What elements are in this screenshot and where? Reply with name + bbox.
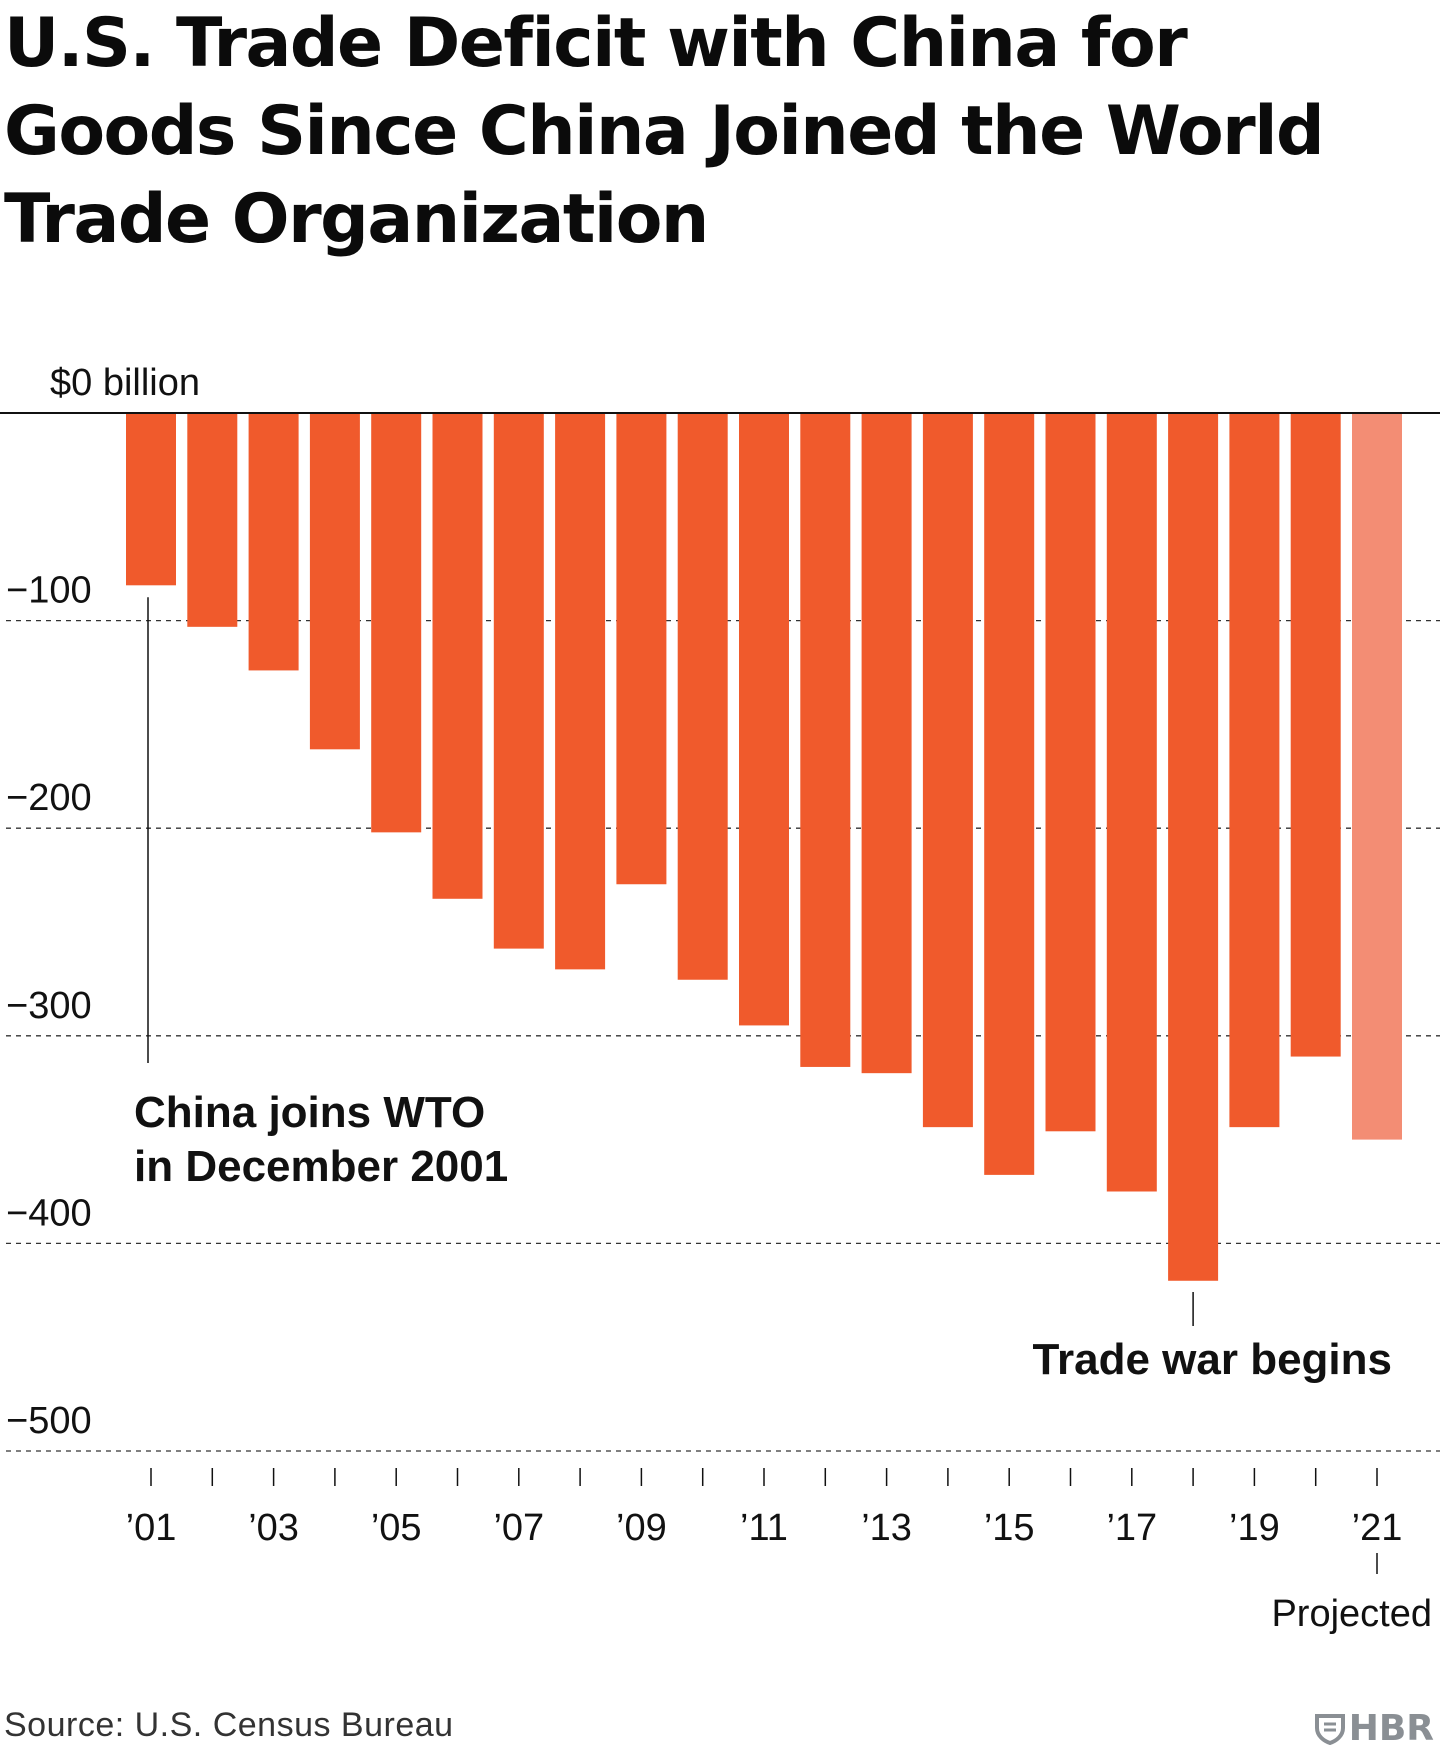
source-note: Source: U.S. Census Bureau [4,1706,454,1744]
x-tick-label: ’19 [1229,1507,1280,1549]
x-tick-label: ’17 [1106,1507,1157,1549]
bar-2021 [1352,413,1402,1140]
brand-logo: HBR [1314,1708,1434,1749]
y-tick-label: −100 [6,570,92,612]
bar-2009 [616,413,667,885]
y-tick-label: −400 [6,1192,92,1234]
wto-annotation-text: in December 2001 [134,1142,508,1191]
x-tick-label: ’09 [616,1507,667,1549]
bar-2011 [739,413,789,1026]
x-tick-label: ’01 [126,1507,177,1549]
bar-2017 [1106,413,1157,1192]
trade-deficit-bar-chart: $0 billion −100 −200 −300 −400 −500 ’01 ’03 ’05 ’… [0,362,1440,1635]
bar-2020 [1290,413,1341,1057]
bar-2002 [187,413,238,627]
projected-annotation-text: Projected [1271,1593,1432,1635]
bar-2005 [371,413,422,833]
bar-2019 [1229,413,1280,1128]
brand-text: HBR [1348,1708,1434,1749]
y-tick-label: −300 [6,985,92,1027]
x-tick-label: ’15 [984,1507,1035,1549]
y-tick-label: $0 billion [50,362,200,404]
bar-2010 [677,413,728,980]
wto-annotation-text: China joins WTO [134,1088,485,1137]
x-tick-label: ’07 [493,1507,544,1549]
y-tick-label: −500 [6,1400,92,1442]
bar-2014 [922,413,973,1128]
bar-2001 [126,413,176,586]
y-tick-label: −200 [6,777,92,819]
x-tick-label: ’13 [861,1507,912,1549]
bar-2015 [984,413,1035,1175]
bar-2018 [1168,413,1219,1281]
x-tick-label: ’03 [248,1507,299,1549]
x-tick-label: ’05 [371,1507,422,1549]
bar-2006 [432,413,483,899]
bar-2003 [248,413,299,671]
bar-2016 [1045,413,1096,1132]
hbr-shield-icon [1314,1713,1345,1745]
bar-2013 [861,413,912,1074]
trade-war-annotation-text: Trade war begins [1033,1335,1392,1384]
bar-2004 [309,413,360,750]
x-tick-label: ’21 [1352,1507,1403,1549]
chart-title: U.S. Trade Deficit with China for Goods … [4,4,1325,259]
bar-2012 [800,413,851,1067]
bar-2007 [493,413,544,949]
x-tick-label: ’11 [740,1507,788,1549]
bar-2008 [555,413,606,970]
